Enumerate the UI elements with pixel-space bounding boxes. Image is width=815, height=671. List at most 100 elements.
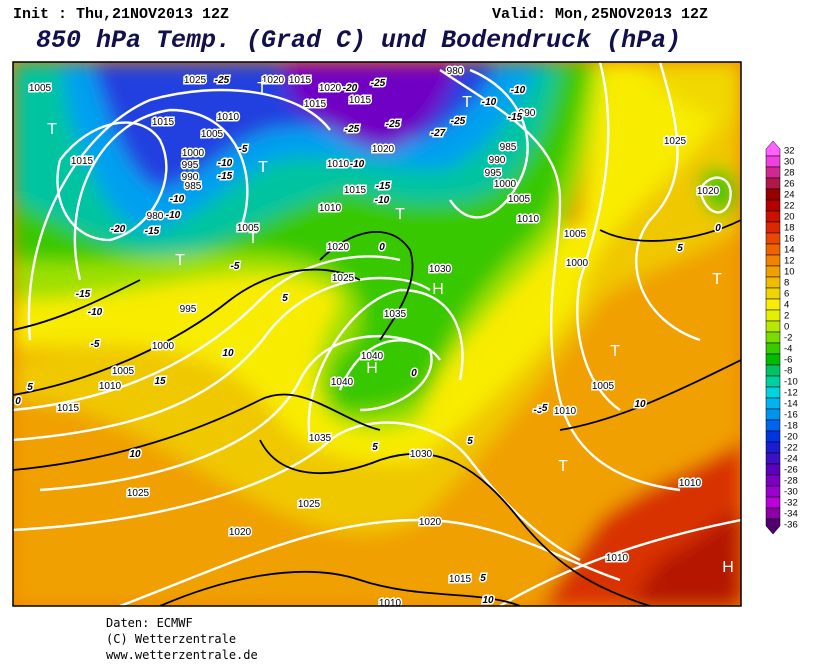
- isobar-label: 1010: [679, 478, 702, 489]
- isobar-label: 1005: [508, 194, 531, 205]
- isotherm-label: 10: [482, 595, 494, 606]
- isobar-label: 1015: [344, 185, 367, 196]
- isobar-label: 990: [182, 172, 199, 183]
- isobar-label: 1000: [182, 148, 205, 159]
- isobar-label: 1015: [71, 156, 94, 167]
- colorbar-label: -22: [784, 443, 798, 454]
- isotherm-label: -10: [482, 97, 497, 108]
- isobar-label: 1025: [332, 273, 355, 284]
- colorbar-label: 12: [784, 256, 795, 267]
- colorbar-swatch: [765, 188, 781, 201]
- isobar-label: 995: [180, 304, 197, 315]
- isobar-label: 1000: [152, 341, 175, 352]
- colorbar-label: -12: [784, 388, 798, 399]
- isotherm-label: -25: [215, 75, 230, 86]
- isotherm-label: -5: [534, 405, 543, 416]
- isotherm-label: -25: [345, 124, 360, 135]
- colorbar-swatch: [765, 243, 781, 256]
- colorbar-swatch: [765, 518, 781, 535]
- isotherm-label: -5: [91, 339, 100, 350]
- colorbar-swatch: [765, 140, 781, 157]
- isobar-label: 1020: [697, 186, 720, 197]
- colorbar-label: -20: [784, 432, 798, 443]
- colorbar-label: 32: [784, 146, 795, 157]
- isobar-label: 1030: [410, 449, 433, 460]
- colorbar-label: -24: [784, 454, 798, 465]
- colorbar-label: 14: [784, 245, 795, 256]
- colorbar-swatch: [765, 353, 781, 366]
- colorbar-label: 0: [784, 322, 789, 333]
- colorbar-swatch: [765, 276, 781, 289]
- map-frame: [12, 61, 742, 607]
- isotherm-label: 5: [480, 573, 486, 584]
- isotherm-label: -10: [218, 158, 233, 169]
- isotherm-label: -10: [375, 195, 390, 206]
- colorbar-label: 8: [784, 278, 789, 289]
- pressure-center: T: [610, 343, 620, 360]
- pressure-center: T: [558, 458, 568, 475]
- colorbar-swatch: [765, 199, 781, 212]
- isobar-label: 1020: [319, 83, 342, 94]
- colorbar-swatch: [765, 298, 781, 311]
- isotherm-label: 10: [634, 399, 646, 410]
- isobar-label: 990: [519, 108, 536, 119]
- colorbar-swatch: [765, 320, 781, 333]
- isotherm-label: -15: [376, 181, 391, 192]
- colorbar: 32302826242220181614121086420-2-4-6-8-10…: [765, 140, 798, 535]
- isobar-label: 1005: [29, 83, 52, 94]
- colorbar-swatch: [765, 397, 781, 410]
- isotherms: [13, 219, 741, 606]
- colorbar-label: 6: [784, 289, 789, 300]
- pressure-center: H: [366, 360, 378, 377]
- pressure-center: H: [722, 559, 734, 576]
- isobar-label: 1005: [237, 223, 260, 234]
- colorbar-swatch: [765, 430, 781, 443]
- colorbar-swatch: [765, 463, 781, 476]
- colorbar-label: -36: [784, 520, 798, 531]
- colorbar-label: -18: [784, 421, 798, 432]
- isotherm-label: -10: [170, 194, 185, 205]
- colorbar-swatch: [765, 210, 781, 223]
- colorbar-swatch: [765, 331, 781, 344]
- isobar-label: 1010: [517, 214, 540, 225]
- isobar-label: 1020: [229, 527, 252, 538]
- isotherm-label: -15: [145, 226, 160, 237]
- pressure-center: T: [257, 80, 267, 97]
- isotherm-label: -20: [111, 224, 126, 235]
- colorbar-label: 28: [784, 168, 795, 179]
- pressure-center: T: [175, 252, 185, 269]
- isobar-label: 1015: [349, 95, 372, 106]
- isotherm-label: 5: [467, 436, 473, 447]
- colorbar-swatch: [765, 166, 781, 179]
- isotherm-label: 5: [677, 243, 683, 254]
- colorbar-label: 16: [784, 234, 795, 245]
- isobar-label: 990: [489, 155, 506, 166]
- isobar-label: 1015: [289, 75, 312, 86]
- isobar-label: 1020: [372, 144, 395, 155]
- copyright: (C) Wetterzentrale: [106, 632, 237, 646]
- isobar-label: 1015: [304, 99, 327, 110]
- isobar-label: 1020: [327, 242, 350, 253]
- colorbar-swatch: [765, 408, 781, 421]
- pressure-center: T: [258, 159, 268, 176]
- isotherm-label: -5: [539, 403, 548, 414]
- isobar-label: 1010: [554, 406, 577, 417]
- pressure-center: T: [47, 121, 57, 138]
- isotherm-label: 5: [372, 442, 378, 453]
- isobar-label: 1025: [127, 488, 150, 499]
- isotherm-label: -20: [343, 83, 358, 94]
- colorbar-label: -26: [784, 465, 798, 476]
- isobars: [13, 62, 741, 606]
- isobar-label: 1035: [309, 433, 332, 444]
- isobar-label: 1010: [319, 203, 342, 214]
- valid-time: Valid: Mon,25NOV2013 12Z: [492, 6, 709, 23]
- pressure-center: T: [395, 206, 405, 223]
- colorbar-swatch: [765, 452, 781, 465]
- isobar-label: 1040: [331, 377, 354, 388]
- isobar-label: 1000: [494, 179, 517, 190]
- isobar-label: 995: [182, 160, 199, 171]
- isobar-label: 1025: [184, 75, 207, 86]
